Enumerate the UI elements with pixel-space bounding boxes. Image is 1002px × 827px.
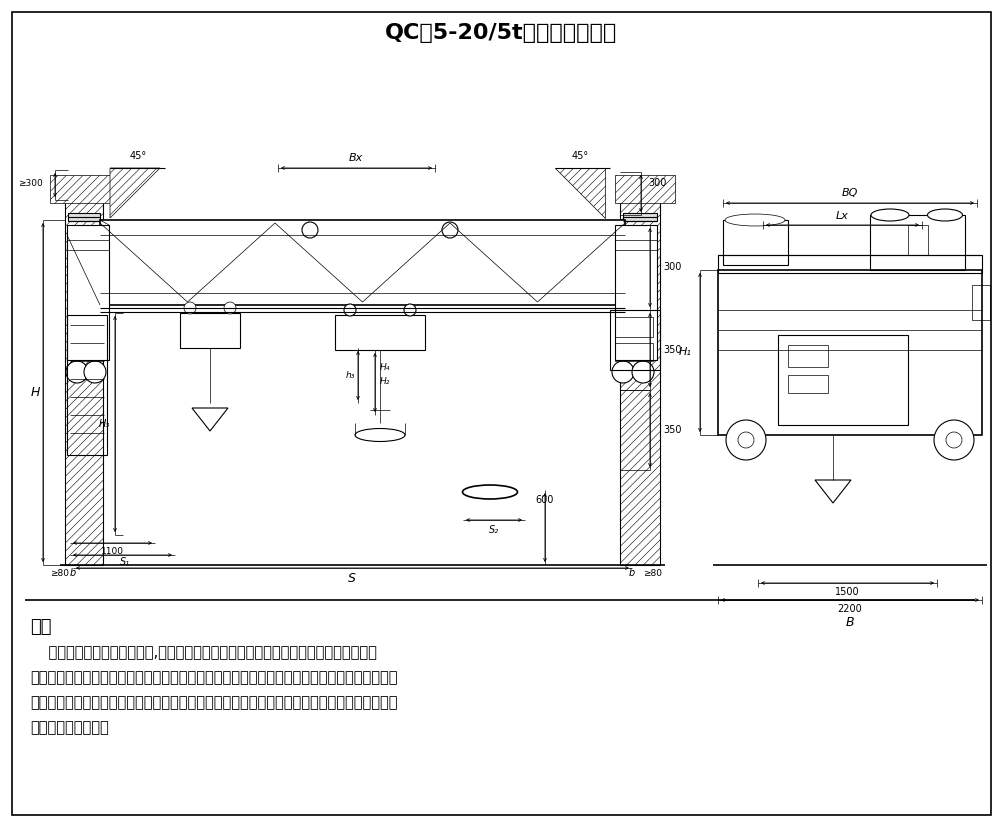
Bar — [65, 200, 103, 565]
Bar — [335, 315, 425, 350]
Bar — [869, 215, 964, 270]
Text: ≥80: ≥80 — [642, 568, 661, 577]
Text: 1500: 1500 — [834, 587, 859, 597]
Text: 用来搬运钢料、铁块、废铁、废钢、铁屑等物料。电磁盘通过直流发电机组或可控硅整流由小车: 用来搬运钢料、铁块、废铁、废钢、铁屑等物料。电磁盘通过直流发电机组或可控硅整流由… — [30, 695, 397, 710]
Circle shape — [933, 420, 973, 460]
Bar — [614, 225, 656, 360]
Circle shape — [84, 361, 106, 383]
Bar — [907, 225, 927, 255]
Text: 350: 350 — [662, 345, 680, 355]
Bar — [717, 255, 981, 273]
Text: S₂: S₂ — [488, 525, 499, 535]
Circle shape — [737, 432, 754, 448]
Bar — [722, 220, 788, 265]
Bar — [179, 313, 239, 348]
Bar — [717, 270, 981, 435]
Circle shape — [631, 361, 653, 383]
Ellipse shape — [462, 485, 517, 499]
Bar — [67, 315, 107, 455]
Circle shape — [66, 361, 88, 383]
Text: H: H — [30, 385, 40, 399]
Circle shape — [725, 420, 766, 460]
Text: Lx: Lx — [835, 211, 848, 221]
Bar — [788, 375, 828, 393]
Bar — [614, 317, 652, 337]
Text: S: S — [348, 571, 356, 585]
Text: 2200: 2200 — [837, 604, 862, 614]
Bar — [50, 175, 110, 203]
Text: b: b — [70, 568, 76, 578]
Bar — [778, 335, 907, 425]
Bar — [614, 175, 674, 203]
Text: 300: 300 — [662, 262, 680, 272]
Text: B: B — [845, 615, 854, 629]
Text: h₃: h₃ — [346, 371, 355, 380]
Circle shape — [442, 222, 458, 238]
Circle shape — [344, 304, 356, 316]
Polygon shape — [110, 168, 160, 218]
Text: 45°: 45° — [571, 151, 588, 161]
Text: QC型5-20/5t电磁桥式起重机: QC型5-20/5t电磁桥式起重机 — [385, 23, 616, 43]
Text: 1100: 1100 — [100, 547, 123, 557]
Text: 350: 350 — [662, 425, 680, 435]
Circle shape — [945, 432, 961, 448]
Bar — [609, 310, 659, 370]
Bar — [622, 213, 656, 221]
Text: ≥300: ≥300 — [18, 179, 43, 188]
Text: H₂: H₂ — [380, 377, 390, 386]
Bar — [788, 345, 828, 367]
Text: Bx: Bx — [349, 153, 363, 163]
Bar — [971, 285, 989, 320]
Text: 上软电缆直接供电。: 上软电缆直接供电。 — [30, 720, 108, 735]
Bar — [68, 213, 100, 221]
Bar — [614, 343, 652, 361]
Circle shape — [302, 222, 318, 238]
Bar — [67, 225, 109, 360]
Text: H₃: H₃ — [98, 419, 110, 429]
Ellipse shape — [724, 214, 785, 226]
Text: 300: 300 — [647, 178, 665, 188]
Text: 600: 600 — [535, 495, 554, 505]
Ellipse shape — [870, 209, 908, 221]
Text: 具有导磁性的黑色金属制品与材料如钢锭、型钢、生铁块、废铁、废钢。在机械厂、库房中也常: 具有导磁性的黑色金属制品与材料如钢锭、型钢、生铁块、废铁、废钢。在机械厂、库房中… — [30, 670, 397, 685]
Text: 简介: 简介 — [30, 618, 51, 636]
Ellipse shape — [927, 209, 962, 221]
Text: 45°: 45° — [129, 151, 146, 161]
Text: 本起重机带有可卸的电磁盘,特别适用于冶金工厂在室内或露天的固定跨间装卸及搬运: 本起重机带有可卸的电磁盘,特别适用于冶金工厂在室内或露天的固定跨间装卸及搬运 — [30, 645, 377, 660]
Circle shape — [404, 304, 416, 316]
Circle shape — [223, 302, 235, 314]
Text: H₄: H₄ — [380, 364, 390, 372]
Bar — [100, 220, 624, 305]
Polygon shape — [554, 168, 604, 218]
Text: H₁: H₁ — [678, 347, 691, 357]
Text: b: b — [628, 568, 634, 578]
Polygon shape — [815, 480, 850, 503]
Text: ≥80: ≥80 — [50, 568, 69, 577]
Ellipse shape — [355, 428, 405, 442]
Text: BQ: BQ — [841, 188, 858, 198]
Text: S₁: S₁ — [120, 557, 130, 567]
Circle shape — [183, 302, 195, 314]
Circle shape — [611, 361, 633, 383]
Bar — [619, 200, 659, 565]
Polygon shape — [191, 408, 227, 431]
